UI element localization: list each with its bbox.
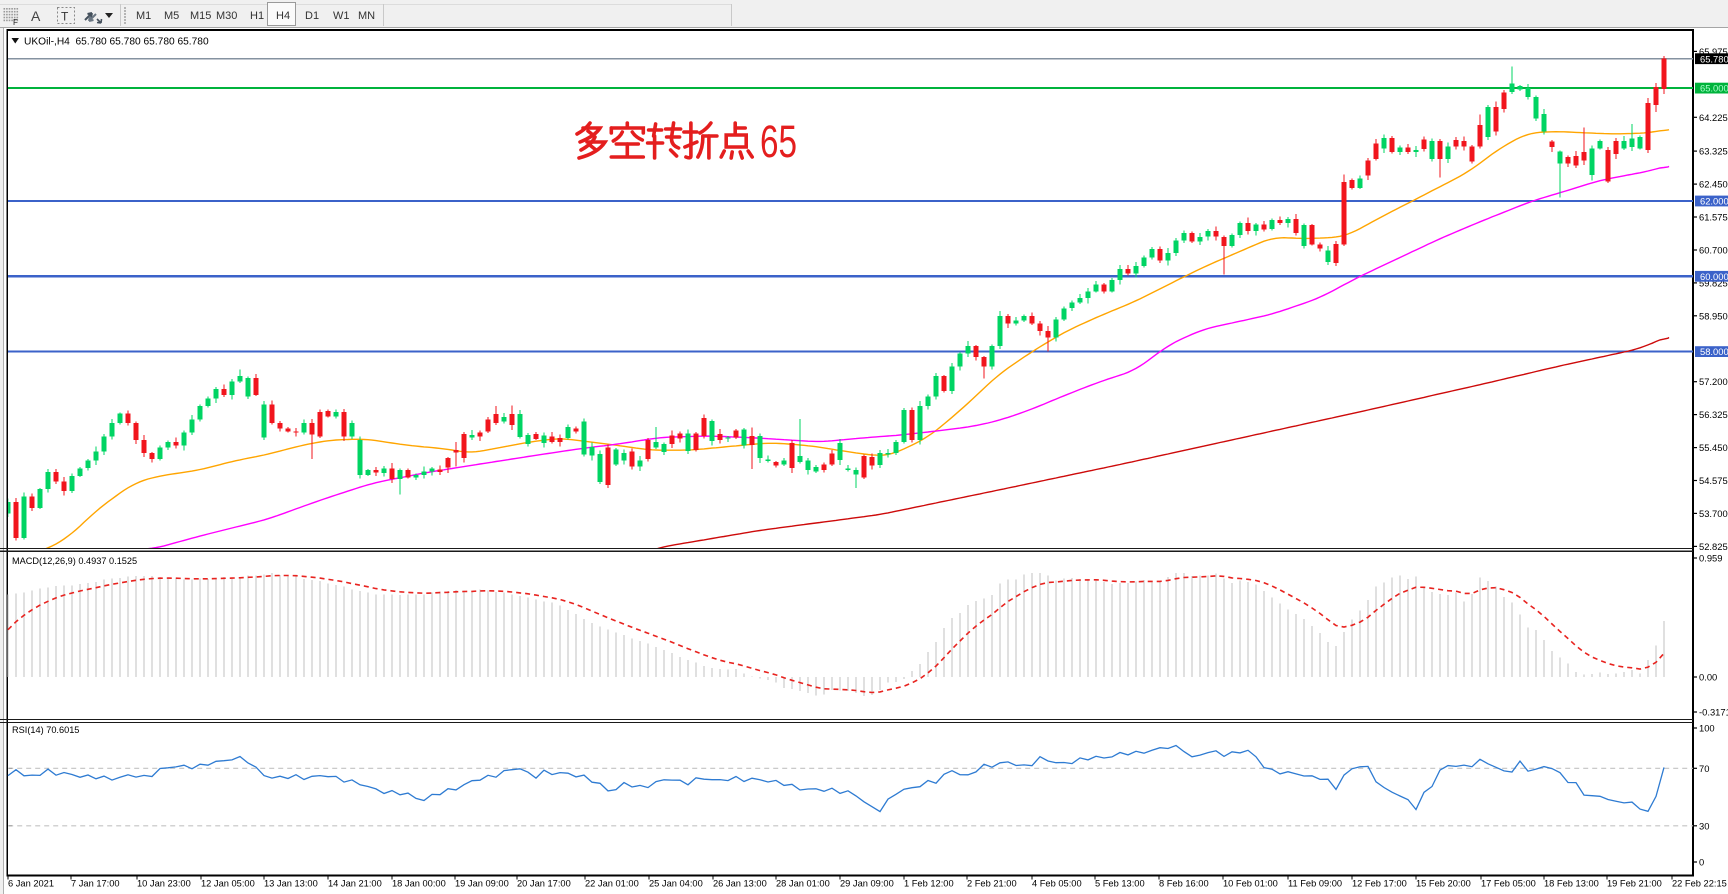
svg-text:19 Jan 09:00: 19 Jan 09:00: [455, 879, 509, 889]
svg-text:1 Feb 12:00: 1 Feb 12:00: [904, 879, 954, 889]
svg-text:55.450: 55.450: [1699, 442, 1728, 453]
svg-text:M1: M1: [136, 10, 151, 22]
svg-text:53.700: 53.700: [1699, 508, 1728, 519]
svg-text:64.225: 64.225: [1699, 112, 1728, 123]
svg-text:11 Feb 09:00: 11 Feb 09:00: [1288, 879, 1342, 889]
svg-text:65.975: 65.975: [1699, 46, 1728, 57]
svg-text:22 Feb 22:15: 22 Feb 22:15: [1672, 879, 1727, 889]
svg-text:30: 30: [1699, 820, 1709, 831]
svg-text:2 Feb 21:00: 2 Feb 21:00: [967, 879, 1017, 889]
svg-text:10 Feb 01:00: 10 Feb 01:00: [1223, 879, 1278, 889]
svg-text:H4: H4: [276, 10, 290, 22]
svg-text:54.575: 54.575: [1699, 475, 1728, 486]
svg-text:MACD(12,26,9) 0.4937 0.1525: MACD(12,26,9) 0.4937 0.1525: [12, 556, 137, 566]
svg-text:14 Jan 21:00: 14 Jan 21:00: [328, 879, 382, 889]
svg-text:6 Jan 2021: 6 Jan 2021: [8, 879, 54, 889]
svg-text:D1: D1: [305, 10, 319, 22]
svg-text:63.325: 63.325: [1699, 146, 1728, 157]
svg-text:60.700: 60.700: [1699, 245, 1728, 256]
svg-text:5 Feb 13:00: 5 Feb 13:00: [1095, 879, 1145, 889]
svg-text:0: 0: [1699, 857, 1704, 868]
svg-text:A: A: [31, 8, 41, 24]
svg-text:4 Feb 05:00: 4 Feb 05:00: [1032, 879, 1082, 889]
svg-text:70: 70: [1699, 763, 1709, 774]
svg-text:8 Feb 16:00: 8 Feb 16:00: [1159, 879, 1209, 889]
svg-text:58.000: 58.000: [1700, 346, 1728, 357]
svg-text:28 Jan 01:00: 28 Jan 01:00: [776, 879, 830, 889]
svg-text:60.000: 60.000: [1700, 271, 1728, 282]
svg-text:M15: M15: [190, 10, 211, 22]
svg-text:57.200: 57.200: [1699, 376, 1728, 387]
svg-text:-0.3171: -0.3171: [1699, 707, 1728, 718]
svg-text:12 Jan 05:00: 12 Jan 05:00: [201, 879, 255, 889]
svg-text:UKOil-,H4 65.780 65.780 65.78: UKOil-,H4 65.780 65.780 65.780 65.780: [24, 36, 209, 47]
svg-text:65.000: 65.000: [1700, 83, 1728, 94]
svg-text:0.959: 0.959: [1699, 553, 1722, 564]
svg-text:MN: MN: [358, 10, 375, 22]
svg-text:18 Jan 00:00: 18 Jan 00:00: [392, 879, 446, 889]
svg-text:29 Jan 09:00: 29 Jan 09:00: [840, 879, 894, 889]
svg-text:62.450: 62.450: [1699, 179, 1728, 190]
svg-text:65: 65: [760, 116, 797, 167]
svg-text:25 Jan 04:00: 25 Jan 04:00: [649, 879, 703, 889]
svg-text:12 Feb 17:00: 12 Feb 17:00: [1352, 879, 1407, 889]
svg-text:62.000: 62.000: [1700, 196, 1728, 207]
svg-text:13 Jan 13:00: 13 Jan 13:00: [264, 879, 318, 889]
svg-text:20 Jan 17:00: 20 Jan 17:00: [517, 879, 571, 889]
svg-text:56.325: 56.325: [1699, 409, 1728, 420]
svg-text:58.950: 58.950: [1699, 310, 1728, 321]
svg-text:RSI(14) 70.6015: RSI(14) 70.6015: [12, 725, 79, 735]
svg-text:F: F: [13, 18, 18, 27]
svg-text:18 Feb 13:00: 18 Feb 13:00: [1544, 879, 1599, 889]
svg-text:59.825: 59.825: [1699, 277, 1728, 288]
svg-text:61.575: 61.575: [1699, 212, 1728, 223]
svg-text:22 Jan 01:00: 22 Jan 01:00: [585, 879, 639, 889]
svg-text:10 Jan 23:00: 10 Jan 23:00: [137, 879, 191, 889]
svg-text:M5: M5: [164, 10, 179, 22]
svg-text:100: 100: [1699, 723, 1715, 734]
svg-text:15 Feb 20:00: 15 Feb 20:00: [1416, 879, 1471, 889]
svg-text:0.00: 0.00: [1699, 672, 1717, 683]
svg-text:52.825: 52.825: [1699, 541, 1728, 552]
svg-text:H1: H1: [250, 10, 264, 22]
svg-text:T: T: [61, 10, 69, 24]
svg-text:19 Feb 21:00: 19 Feb 21:00: [1607, 879, 1662, 889]
svg-text:M30: M30: [216, 10, 237, 22]
svg-text:W1: W1: [333, 10, 350, 22]
svg-text:26 Jan 13:00: 26 Jan 13:00: [713, 879, 767, 889]
svg-text:17 Feb 05:00: 17 Feb 05:00: [1481, 879, 1536, 889]
svg-text:65.780: 65.780: [1700, 53, 1728, 64]
svg-text:7 Jan 17:00: 7 Jan 17:00: [71, 879, 120, 889]
